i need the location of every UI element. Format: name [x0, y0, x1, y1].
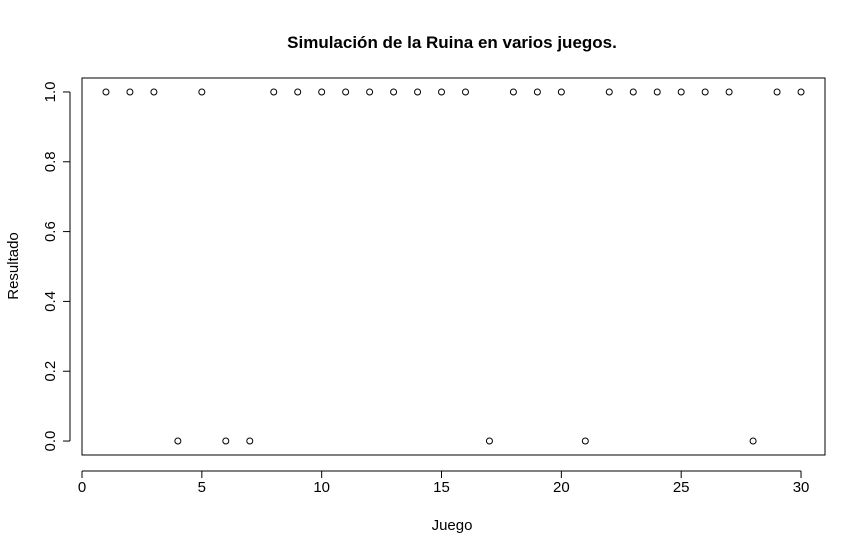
data-point: [797, 88, 805, 96]
data-point: [438, 88, 446, 96]
x-tick-label: 0: [78, 479, 86, 496]
data-point: [198, 88, 206, 96]
data-point: [509, 88, 517, 96]
y-tick-label: 1.0: [42, 82, 59, 103]
data-point: [629, 88, 637, 96]
data-point: [749, 437, 757, 445]
x-tick-label: 25: [673, 479, 690, 496]
data-point: [653, 88, 661, 96]
x-tick-label: 15: [433, 479, 450, 496]
x-axis-label: Juego: [432, 517, 473, 534]
x-tick-label: 5: [198, 479, 206, 496]
data-point: [414, 88, 422, 96]
data-point: [366, 88, 374, 96]
data-point: [725, 88, 733, 96]
data-point: [557, 88, 565, 96]
data-point: [701, 88, 709, 96]
x-axis-ticks: 0 5 10 15 20 25 30: [78, 471, 810, 496]
plot-frame: [81, 77, 826, 456]
y-tick-label: 0.0: [42, 431, 59, 452]
y-tick-label: 0.8: [42, 151, 59, 172]
data-point: [533, 88, 541, 96]
data-point: [461, 88, 469, 96]
x-tick-label: 10: [313, 479, 330, 496]
x-tick-label: 30: [793, 479, 810, 496]
y-axis-ticks: 0.0 0.2 0.4 0.6 0.8 1.0: [42, 82, 70, 452]
data-point: [581, 437, 589, 445]
data-point: [390, 88, 398, 96]
data-point: [174, 437, 182, 445]
y-tick-label: 0.6: [42, 221, 59, 242]
data-point: [318, 88, 326, 96]
data-point: [605, 88, 613, 96]
data-points: [102, 88, 805, 445]
data-point: [222, 437, 230, 445]
data-point: [485, 437, 493, 445]
data-point: [126, 88, 134, 96]
y-tick-label: 0.4: [42, 291, 59, 312]
data-point: [270, 88, 278, 96]
data-point: [342, 88, 350, 96]
data-point: [773, 88, 781, 96]
data-point: [677, 88, 685, 96]
data-point: [294, 88, 302, 96]
data-point: [246, 437, 254, 445]
y-axis-label: Resultado: [5, 232, 22, 300]
data-point: [150, 88, 158, 96]
data-point: [102, 88, 110, 96]
x-tick-label: 20: [553, 479, 570, 496]
chart-title: Simulación de la Ruina en varios juegos.: [287, 33, 617, 52]
y-tick-label: 0.2: [42, 361, 59, 382]
